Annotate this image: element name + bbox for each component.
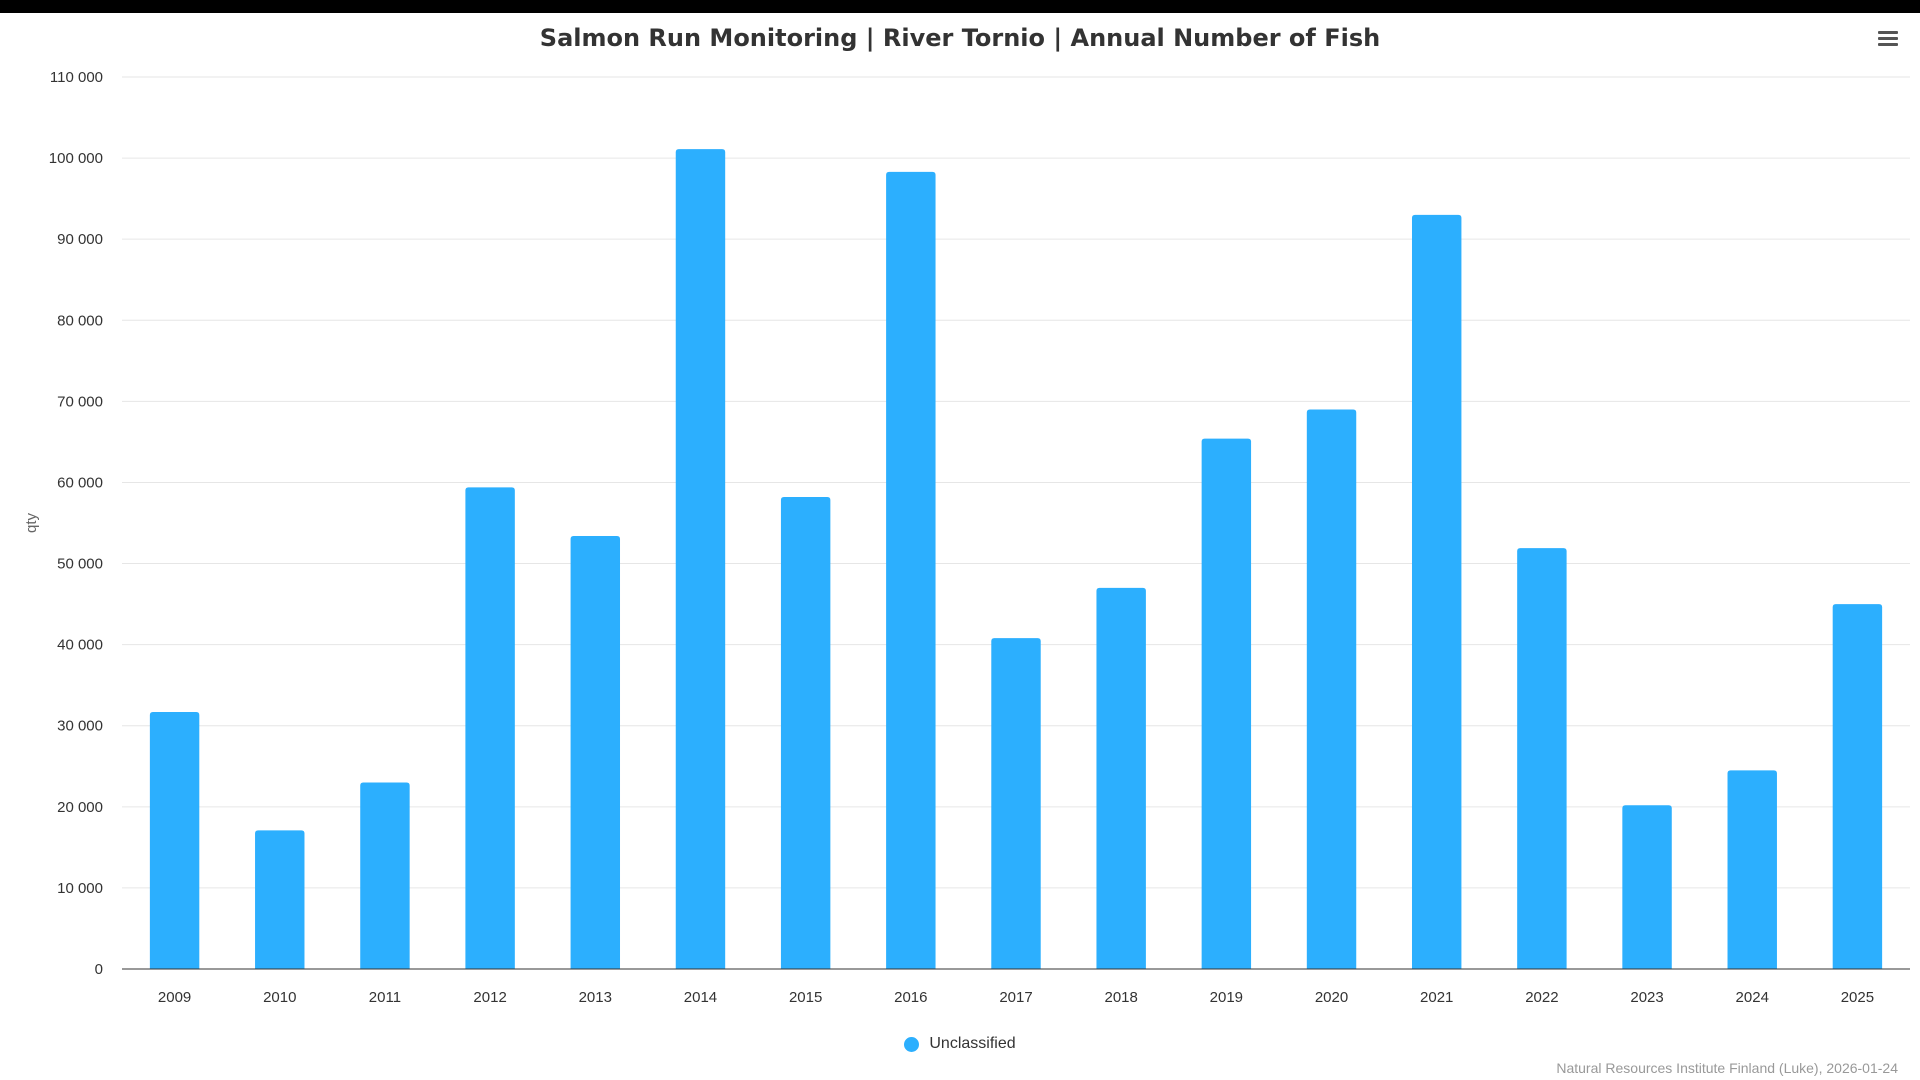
y-tick-label: 60 000 [57,474,103,491]
chart-title: Salmon Run Monitoring | River Tornio | A… [539,24,1381,52]
bar-2018[interactable] [1096,587,1146,969]
x-tick-label: 2020 [1315,989,1348,1006]
y-tick-label: 30 000 [57,718,103,735]
menu-bar-line [1878,31,1898,34]
bar-2017[interactable] [991,638,1041,969]
window-top-bar [0,0,1920,13]
x-tick-label: 2016 [894,989,927,1006]
bar-2019[interactable] [1201,438,1252,969]
bar-2013[interactable] [570,535,621,969]
x-tick-label: 2024 [1736,989,1769,1006]
x-tick-label: 2023 [1630,989,1663,1006]
bar-2023[interactable] [1622,805,1672,969]
x-tick-label: 2011 [369,989,401,1006]
legend-item-unclassified[interactable]: Unclassified [904,1035,1016,1053]
bar-2010[interactable] [255,830,305,969]
bar-chart: 0 10 000 20 000 30 000 40 000 50 000 60 000 70 … [23,69,1910,1006]
bar-2024[interactable] [1727,770,1777,969]
y-tick-label: 100 000 [49,150,103,167]
x-tick-label: 2014 [684,989,717,1006]
bar-2012[interactable] [465,487,515,969]
y-tick-label: 20 000 [57,799,103,816]
y-tick-label: 90 000 [57,231,103,248]
hamburger-menu-icon[interactable] [1876,28,1900,50]
gridlines [122,76,1910,889]
x-tick-label: 2009 [158,989,191,1006]
bar-2016[interactable] [886,171,936,970]
y-axis-title: qty [23,512,40,533]
y-tick-label: 50 000 [57,556,103,573]
bar-2011[interactable] [360,782,410,969]
y-tick-label: 70 000 [57,393,103,410]
x-tick-label: 2012 [473,989,506,1006]
bar-2025[interactable] [1832,604,1883,969]
x-tick-label: 2015 [789,989,822,1006]
legend-marker [904,1036,920,1052]
credits-text: Natural Resources Institute Finland (Luk… [1556,1060,1898,1076]
x-tick-label: 2022 [1525,989,1558,1006]
x-tick-label: 2025 [1841,989,1874,1006]
bar-2009[interactable] [149,711,200,969]
menu-bar-line [1878,37,1898,40]
x-tick-label: 2013 [579,989,612,1006]
menu-bar-line [1878,43,1898,46]
x-tick-label: 2018 [1104,989,1137,1006]
bar-2021[interactable] [1411,214,1462,969]
axes: 0 10 000 20 000 30 000 40 000 50 000 60 000 70 … [23,69,1910,1006]
x-tick-label: 2019 [1210,989,1243,1006]
x-tick-label: 2010 [263,989,296,1006]
legend-label: Unclassified [929,1035,1016,1052]
x-tick-label: 2021 [1420,989,1453,1006]
bar-2022[interactable] [1517,548,1567,969]
y-tick-label: 40 000 [57,637,103,654]
x-tick-label: 2017 [999,989,1032,1006]
bar-2015[interactable] [780,497,831,969]
bar-2014[interactable] [675,149,726,970]
y-tick-label: 110 000 [50,69,103,86]
y-tick-label: 0 [95,961,103,978]
bar-2020[interactable] [1306,409,1357,969]
legend: Unclassified [0,1035,1920,1057]
bars [149,149,1883,970]
y-tick-label: 10 000 [57,880,103,897]
y-tick-label: 80 000 [57,312,103,329]
